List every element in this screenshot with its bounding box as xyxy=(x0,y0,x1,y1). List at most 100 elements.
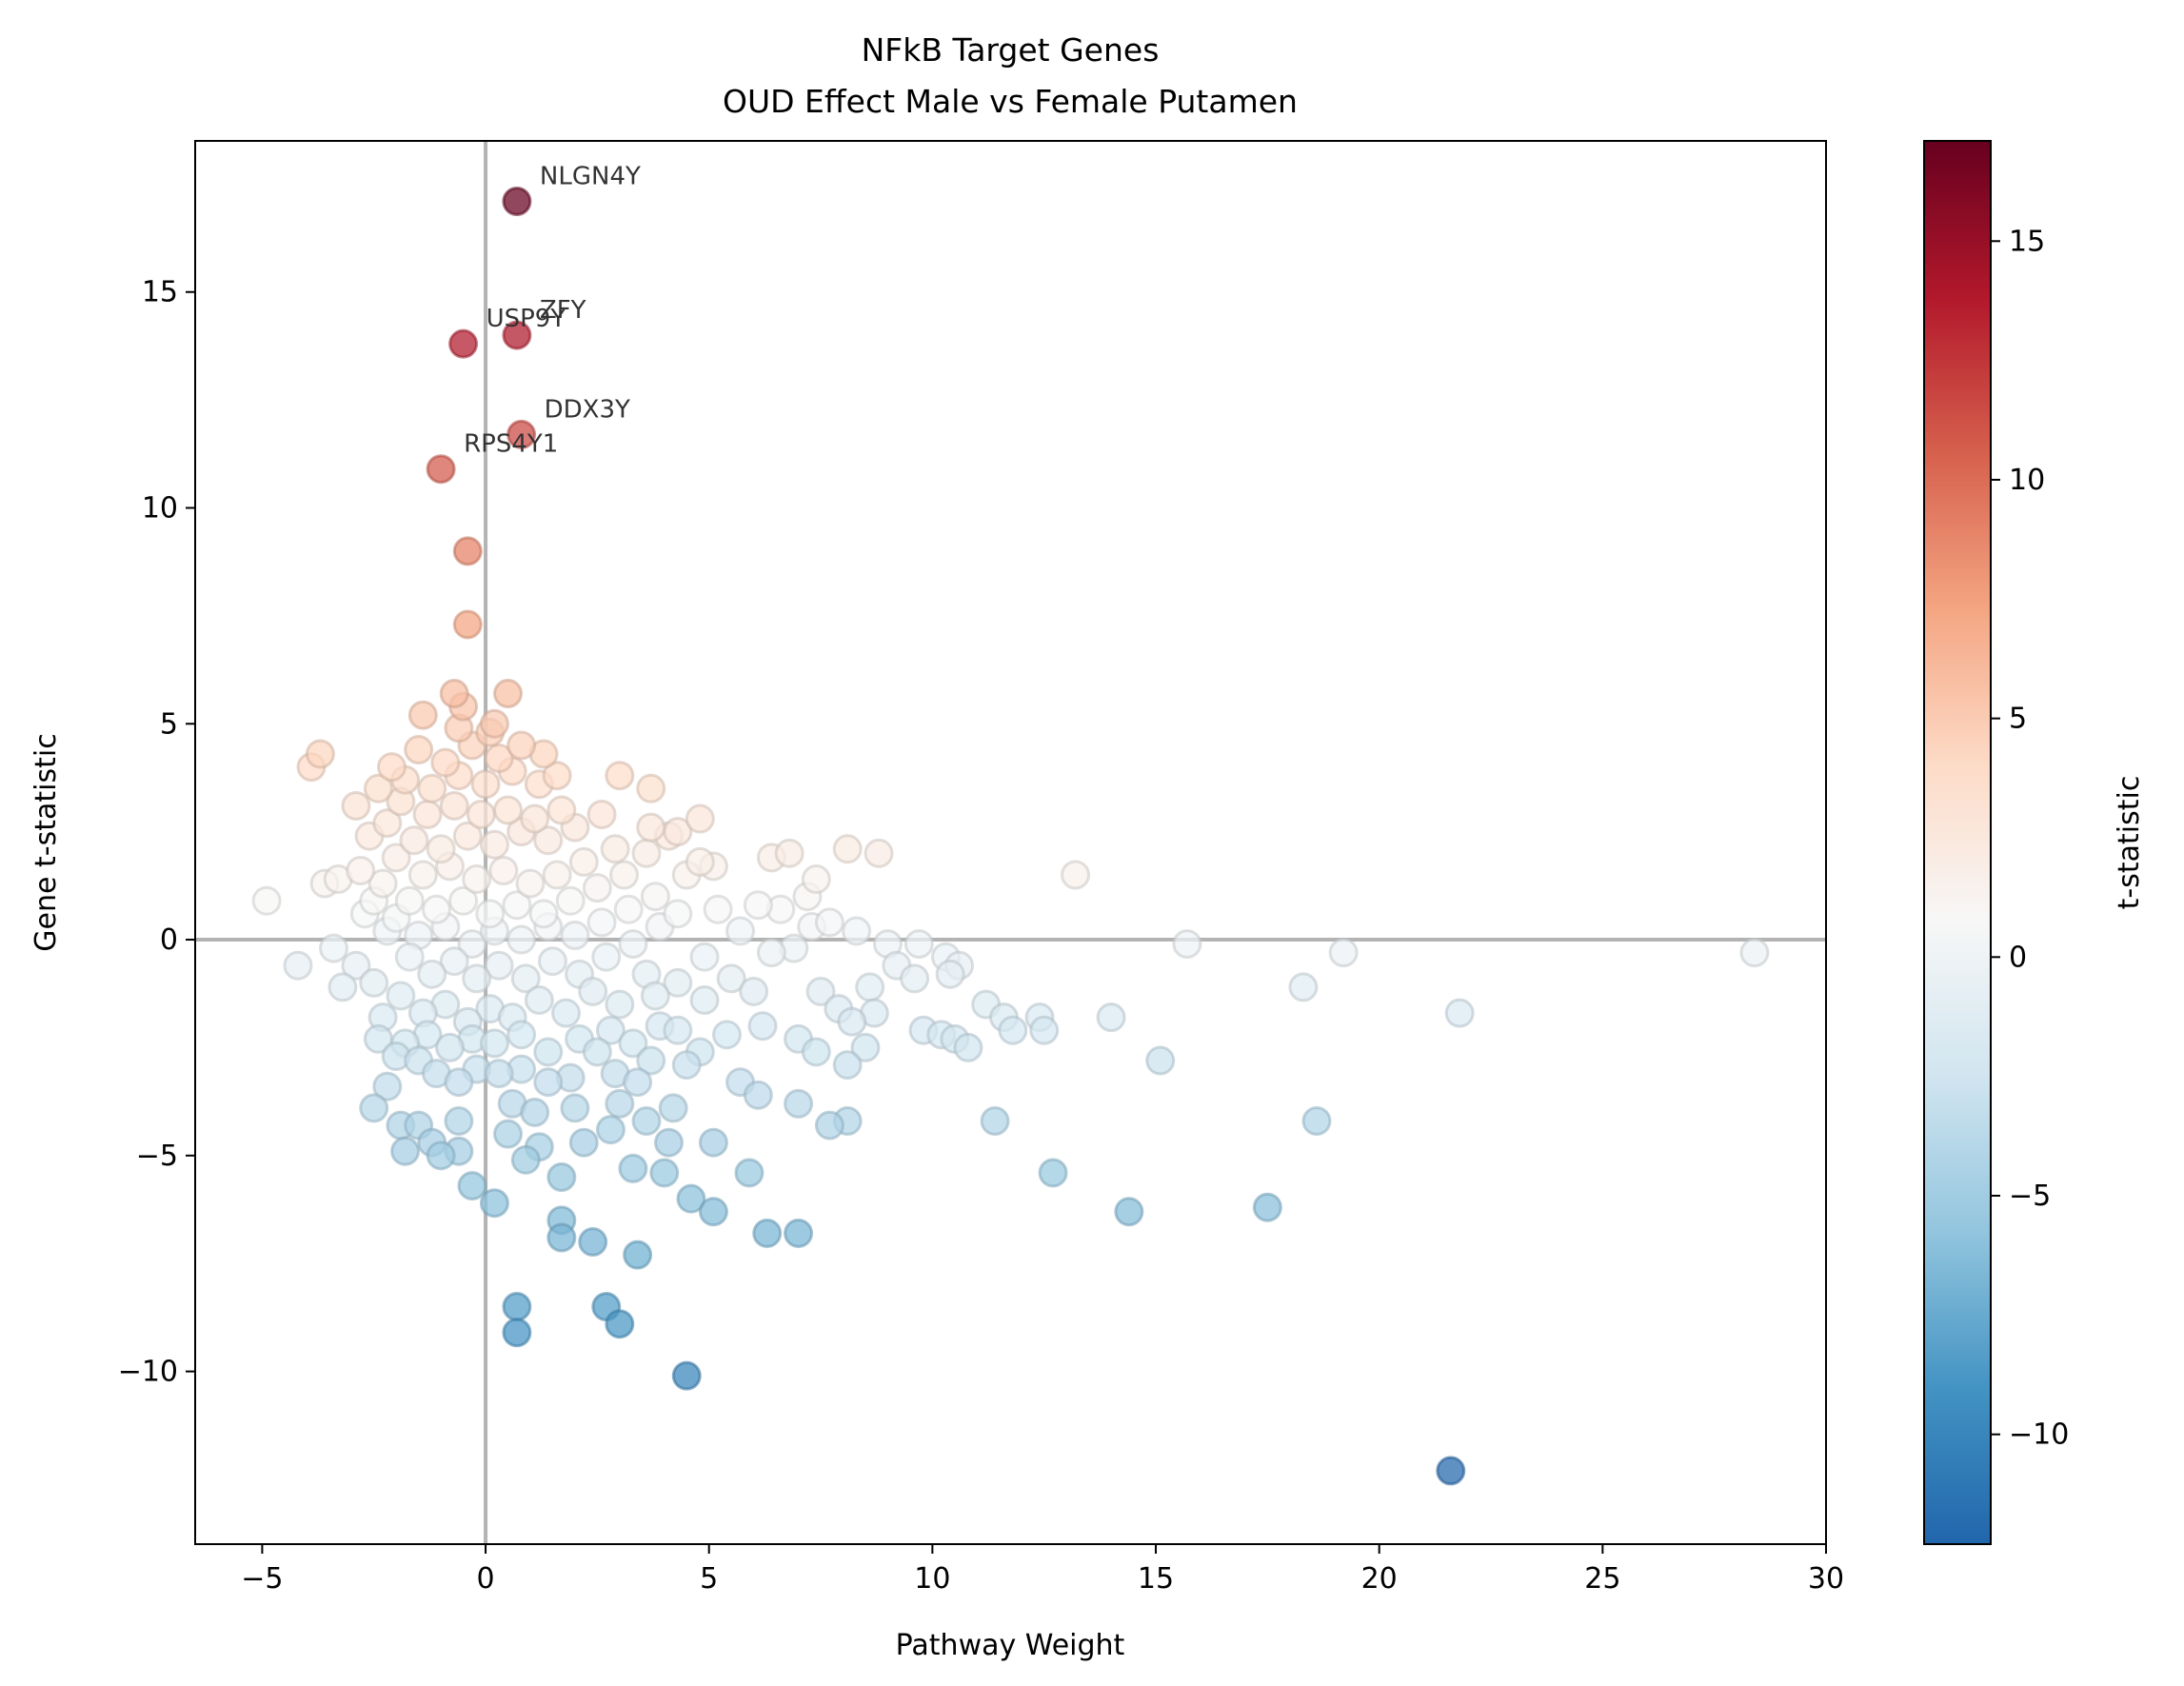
data-point xyxy=(386,981,416,1011)
data-point xyxy=(613,894,644,924)
colorbar-tick-label: 10 xyxy=(2009,464,2045,497)
data-point xyxy=(479,1188,509,1219)
data-point xyxy=(421,894,451,924)
data-point xyxy=(747,1011,778,1041)
data-point xyxy=(568,1127,599,1158)
data-point xyxy=(698,1127,728,1158)
data-point xyxy=(407,860,438,890)
data-point xyxy=(372,1071,403,1101)
data-point xyxy=(605,1309,635,1339)
data-point xyxy=(493,1119,524,1149)
data-point xyxy=(470,769,501,800)
colorbar-tick-label: 0 xyxy=(2009,941,2027,974)
data-point xyxy=(551,998,582,1028)
data-point xyxy=(407,700,438,730)
data-point xyxy=(251,885,282,916)
point-annotation: USP9Y xyxy=(486,305,566,333)
data-point xyxy=(739,976,769,1006)
colorbar-tick-label: −10 xyxy=(2009,1418,2069,1452)
data-point xyxy=(636,1045,666,1076)
data-point xyxy=(394,885,425,916)
data-point xyxy=(671,1050,702,1081)
data-point xyxy=(685,803,715,834)
data-point xyxy=(568,846,599,877)
y-tick-label: 15 xyxy=(142,276,178,309)
data-point xyxy=(658,1093,688,1123)
data-point xyxy=(346,855,376,885)
data-point xyxy=(394,942,425,972)
x-axis-label: Pathway Weight xyxy=(896,1629,1125,1662)
data-point xyxy=(452,821,483,851)
data-point xyxy=(663,967,693,998)
data-point xyxy=(399,825,429,856)
data-point xyxy=(510,1144,541,1175)
data-point xyxy=(725,916,756,946)
data-point xyxy=(805,976,836,1006)
x-tick-label: 20 xyxy=(1361,1562,1398,1596)
data-point xyxy=(814,907,844,938)
data-point xyxy=(1114,1197,1144,1227)
data-point xyxy=(430,747,461,778)
data-point xyxy=(689,942,720,972)
data-point xyxy=(506,1020,537,1050)
data-point xyxy=(376,752,407,783)
data-point xyxy=(842,916,872,946)
data-point xyxy=(479,708,509,739)
data-point xyxy=(462,864,492,895)
plot-frame xyxy=(194,140,1827,1545)
data-point xyxy=(900,963,930,994)
data-point xyxy=(698,1197,728,1227)
data-point xyxy=(743,1080,773,1110)
data-point xyxy=(475,899,506,929)
data-point xyxy=(466,800,496,830)
y-tick-label: −10 xyxy=(118,1356,178,1389)
data-point xyxy=(703,894,733,924)
data-point xyxy=(578,976,608,1006)
data-point xyxy=(1096,1002,1126,1033)
data-point xyxy=(318,933,348,963)
data-point xyxy=(855,972,885,1002)
data-point xyxy=(506,924,537,955)
data-point xyxy=(448,885,479,916)
data-point xyxy=(560,921,590,951)
data-point xyxy=(743,890,773,921)
data-point xyxy=(439,790,469,821)
data-point xyxy=(542,860,572,890)
y-tick-label: 5 xyxy=(160,707,178,741)
data-point xyxy=(636,812,666,843)
data-point xyxy=(586,907,617,938)
data-point xyxy=(462,963,492,994)
data-point xyxy=(533,825,564,856)
data-point xyxy=(980,1106,1010,1137)
data-point xyxy=(1328,938,1359,968)
colorbar-tick-label: 5 xyxy=(2009,703,2027,736)
data-point xyxy=(689,985,720,1016)
data-point xyxy=(711,1020,742,1050)
colorbar xyxy=(1923,140,1992,1545)
data-point xyxy=(1172,929,1202,960)
data-point xyxy=(1252,1192,1282,1222)
data-point xyxy=(595,1015,625,1045)
x-tick-label: −5 xyxy=(241,1562,283,1596)
data-point xyxy=(801,864,831,895)
point-annotation: DDX3Y xyxy=(545,395,630,424)
data-point xyxy=(488,855,519,885)
data-point xyxy=(520,803,550,834)
data-point xyxy=(591,942,622,972)
data-point xyxy=(609,860,640,890)
data-point xyxy=(784,1218,814,1248)
data-point xyxy=(546,1161,577,1192)
data-point xyxy=(283,950,313,981)
data-point xyxy=(631,838,662,868)
data-point xyxy=(479,829,509,860)
x-tick-label: 10 xyxy=(914,1562,950,1596)
chart-subtitle: OUD Effect Male vs Female Putamen xyxy=(723,83,1298,120)
data-point xyxy=(560,1093,590,1123)
data-point xyxy=(502,1292,532,1322)
data-point xyxy=(1436,1456,1466,1486)
x-tick-label: 30 xyxy=(1808,1562,1844,1596)
data-point xyxy=(756,938,786,968)
data-point xyxy=(734,1158,764,1188)
x-tick-label: 25 xyxy=(1584,1562,1620,1596)
data-point xyxy=(850,1032,881,1062)
